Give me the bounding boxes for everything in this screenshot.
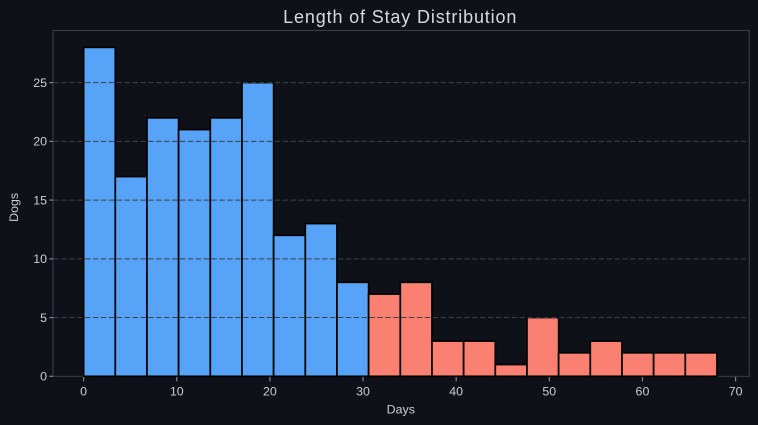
svg-text:Length of Stay Distribution: Length of Stay Distribution bbox=[283, 7, 517, 27]
svg-text:15: 15 bbox=[33, 193, 47, 207]
svg-text:50: 50 bbox=[542, 385, 556, 399]
svg-text:60: 60 bbox=[636, 385, 650, 399]
svg-text:25: 25 bbox=[33, 76, 47, 90]
svg-text:10: 10 bbox=[33, 252, 47, 266]
svg-text:20: 20 bbox=[33, 135, 47, 149]
svg-text:0: 0 bbox=[40, 370, 47, 384]
svg-text:20: 20 bbox=[263, 385, 277, 399]
svg-text:70: 70 bbox=[729, 385, 743, 399]
svg-text:10: 10 bbox=[170, 385, 184, 399]
svg-text:5: 5 bbox=[40, 311, 47, 325]
svg-text:30: 30 bbox=[356, 385, 370, 399]
svg-text:0: 0 bbox=[80, 385, 87, 399]
svg-text:40: 40 bbox=[449, 385, 463, 399]
svg-text:Dogs: Dogs bbox=[7, 193, 21, 222]
svg-text:Days: Days bbox=[387, 403, 415, 417]
